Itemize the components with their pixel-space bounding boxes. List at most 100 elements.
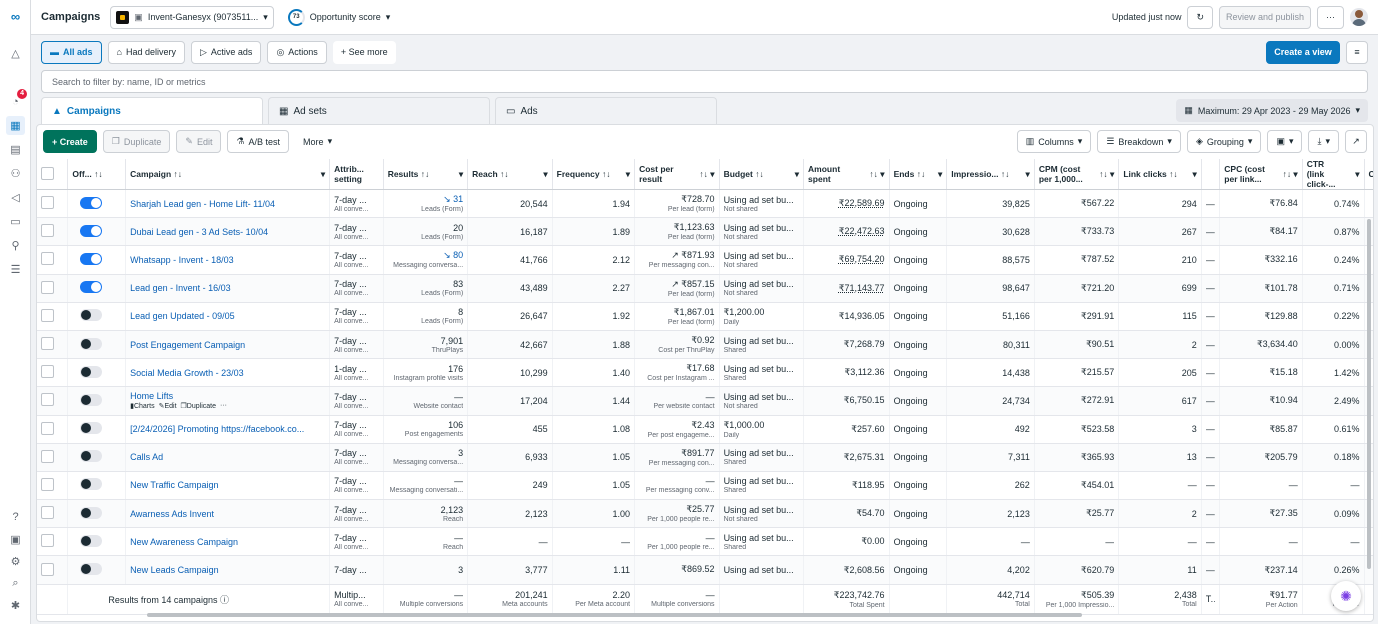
had-delivery-button[interactable]: ⌂ Had delivery <box>107 40 185 64</box>
all-ads-button[interactable]: ▬ All ads <box>41 40 102 64</box>
see-more-button[interactable]: + See more <box>332 40 396 64</box>
view-settings-button[interactable]: ≡ <box>1346 40 1368 64</box>
row-select[interactable] <box>37 555 69 585</box>
campaign-name-cell[interactable]: Sharjah Lead gen - Home Lift- 11/04 <box>125 189 331 219</box>
campaign-name-cell[interactable]: Lead gen Updated - 09/05 <box>125 302 331 331</box>
row-toggle-cell[interactable] <box>67 415 127 444</box>
row-toggle-cell[interactable] <box>67 217 127 247</box>
row-toggle-cell[interactable] <box>67 499 127 529</box>
row-checkbox[interactable] <box>41 477 54 491</box>
select-all-header[interactable] <box>37 159 69 190</box>
delivery-toggle[interactable] <box>80 252 103 265</box>
campaign-name-cell[interactable]: Post Engagement Campaign <box>125 330 331 360</box>
table-row[interactable]: New Leads Campaign 7-day ... 3 3,777 1.1… <box>37 555 1373 585</box>
col-cost-per-result[interactable]: Cost per result ↑↓ ▾ <box>634 159 720 190</box>
row-toggle-cell[interactable] <box>67 358 127 388</box>
delivery-toggle[interactable] <box>80 309 103 322</box>
megaphone-icon[interactable]: ◁ <box>11 192 20 204</box>
duplicate-link[interactable]: ❐Duplicate <box>180 403 216 411</box>
campaign-name-link[interactable]: Awarness Ads Invent <box>130 508 214 519</box>
row-toggle-cell[interactable] <box>67 245 127 275</box>
row-checkbox[interactable] <box>41 534 54 548</box>
help-icon[interactable]: ? <box>12 510 19 523</box>
delivery-toggle[interactable] <box>80 563 103 576</box>
campaign-name-cell[interactable]: Social Media Growth - 23/03 <box>125 358 331 388</box>
row-select[interactable] <box>37 358 69 388</box>
gear-icon[interactable]: ⚙ <box>10 556 21 568</box>
search-icon[interactable]: ⌕ <box>12 577 19 589</box>
campaign-name-cell[interactable]: Dubai Lead gen - 3 Ad Sets- 10/04 <box>125 217 331 247</box>
avatar[interactable] <box>1350 8 1368 26</box>
row-toggle-cell[interactable] <box>67 443 127 472</box>
create-view-button[interactable]: Create a view <box>1266 40 1340 64</box>
refresh-button[interactable]: ↻ <box>1187 5 1213 29</box>
row-toggle-cell[interactable] <box>67 302 127 331</box>
campaign-name-link[interactable]: Sharjah Lead gen - Home Lift- 11/04 <box>130 198 276 209</box>
delivery-toggle[interactable] <box>80 337 103 350</box>
campaign-name-link[interactable]: New Leads Campaign <box>130 565 219 576</box>
col-off[interactable]: Off... ↑↓ <box>67 159 127 190</box>
meta-logo-icon[interactable]: ∞ <box>10 9 21 24</box>
row-checkbox[interactable] <box>41 308 54 322</box>
table-row[interactable]: New Traffic Campaign 7-day ... All conve.… <box>37 471 1373 501</box>
campaign-name-cell[interactable]: Home Lifts ▮Charts ✎Edit ❐Duplicate ··· <box>125 386 331 416</box>
horizontal-scrollbar[interactable] <box>147 613 1082 617</box>
campaign-name-cell[interactable]: Awarness Ads Invent <box>125 499 331 529</box>
row-checkbox[interactable] <box>41 252 54 266</box>
campaign-name-link[interactable]: Post Engagement Campaign <box>130 339 246 350</box>
campaign-name-cell[interactable]: New Leads Campaign <box>125 555 331 585</box>
row-select[interactable] <box>37 471 69 501</box>
row-toggle-cell[interactable] <box>67 555 127 585</box>
row-checkbox[interactable] <box>41 506 54 520</box>
delivery-toggle[interactable] <box>80 393 103 406</box>
table-row[interactable]: Sharjah Lead gen - Home Lift- 11/04 7-da… <box>37 189 1373 219</box>
delivery-toggle[interactable] <box>80 224 103 237</box>
breakdown-button[interactable]: ☰ Breakdown ▾ <box>1097 130 1181 153</box>
campaign-name-cell[interactable]: Lead gen - Invent - 16/03 <box>125 274 331 303</box>
table-row[interactable]: Home Lifts ▮Charts ✎Edit ❐Duplicate ··· … <box>37 386 1373 416</box>
tab-ads[interactable]: ▭ Ads <box>495 97 717 124</box>
review-publish-button[interactable]: Review and publish <box>1219 5 1311 29</box>
col-impressions[interactable]: Impressio... ↑↓ ▾ <box>946 159 1035 190</box>
col-extra[interactable] <box>1201 159 1221 190</box>
select-all-checkbox[interactable] <box>41 166 54 180</box>
col-link-clicks[interactable]: Link clicks ↑↓ ▾ <box>1118 159 1202 190</box>
duplicate-button[interactable]: ❐ Duplicate <box>102 130 171 153</box>
row-checkbox[interactable] <box>41 393 54 407</box>
table-row[interactable]: Whatsapp - Invent - 18/03 7-day ... All c… <box>37 245 1373 275</box>
edit-button[interactable]: ✎ Edit <box>176 130 222 153</box>
table-row[interactable]: Lead gen - Invent - 16/03 7-day ... All c… <box>37 274 1373 303</box>
charts-link[interactable]: ▮Charts <box>130 403 155 411</box>
row-toggle-cell[interactable] <box>67 471 127 501</box>
table-row[interactable]: New Awareness Campaign 7-day ... All conv… <box>37 527 1373 557</box>
tab-adsets[interactable]: ▦ Ad sets <box>268 97 490 124</box>
ab-test-button[interactable]: ⚗ A/B test <box>227 130 290 153</box>
row-checkbox[interactable] <box>41 449 54 463</box>
col-budget[interactable]: Budget ↑↓ ▾ <box>719 159 805 190</box>
delivery-toggle[interactable] <box>80 534 103 547</box>
col-frequency[interactable]: Frequency ↑↓ ▾ <box>552 159 636 190</box>
col-cpm[interactable]: CPM (cost per 1,000... ↑↓ ▾ <box>1034 159 1120 190</box>
campaign-name-cell[interactable]: [2/24/2026] Promoting https://facebook.c… <box>125 415 331 444</box>
campaign-name-link[interactable]: Social Media Growth - 23/03 <box>130 367 244 378</box>
delivery-toggle[interactable] <box>80 422 103 435</box>
row-select[interactable] <box>37 274 69 303</box>
row-select[interactable] <box>37 499 69 529</box>
menu-icon[interactable]: ☰ <box>10 264 21 276</box>
table-row[interactable]: Lead gen Updated - 09/05 7-day ... All co… <box>37 302 1373 331</box>
row-toggle-cell[interactable] <box>67 386 127 416</box>
delivery-toggle[interactable] <box>80 478 103 491</box>
campaign-name-cell[interactable]: Whatsapp - Invent - 18/03 <box>125 245 331 275</box>
tab-campaigns[interactable]: ▲ Campaigns <box>41 97 263 124</box>
row-select[interactable] <box>37 415 69 444</box>
pages-icon[interactable]: ▤ <box>10 144 21 156</box>
bell-icon[interactable]: △ <box>11 48 20 60</box>
actions-button[interactable]: ◎ Actions <box>267 40 327 64</box>
columns-button[interactable]: ▥ Columns ▾ <box>1016 130 1092 153</box>
row-checkbox[interactable] <box>41 562 54 576</box>
settings-panel-icon[interactable]: ▣ <box>10 534 21 546</box>
col-results[interactable]: Results ↑↓ ▾ <box>383 159 469 190</box>
row-select[interactable] <box>37 302 69 331</box>
row-select[interactable] <box>37 330 69 360</box>
col-ends[interactable]: Ends ↑↓ ▾ <box>889 159 948 190</box>
